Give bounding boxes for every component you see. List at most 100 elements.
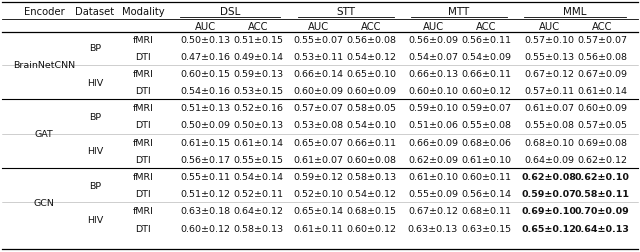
Text: MTT: MTT	[449, 7, 470, 16]
Text: AUC: AUC	[538, 21, 559, 32]
Text: 0.57±0.07: 0.57±0.07	[577, 35, 627, 44]
Text: 0.60±0.11: 0.60±0.11	[461, 172, 511, 181]
Text: 0.59±0.10: 0.59±0.10	[408, 104, 458, 113]
Text: 0.62±0.12: 0.62±0.12	[577, 155, 627, 164]
Text: 0.67±0.12: 0.67±0.12	[408, 207, 458, 216]
Text: 0.61±0.11: 0.61±0.11	[293, 224, 343, 233]
Text: AUC: AUC	[307, 21, 328, 32]
Text: 0.56±0.08: 0.56±0.08	[346, 35, 396, 44]
Text: 0.66±0.09: 0.66±0.09	[408, 138, 458, 147]
Text: 0.59±0.07: 0.59±0.07	[522, 190, 577, 199]
Text: 0.61±0.10: 0.61±0.10	[461, 155, 511, 164]
Text: 0.70±0.09: 0.70±0.09	[575, 207, 629, 216]
Text: 0.61±0.07: 0.61±0.07	[524, 104, 574, 113]
Text: 0.56±0.14: 0.56±0.14	[461, 190, 511, 199]
Text: 0.54±0.10: 0.54±0.10	[346, 121, 396, 130]
Text: Dataset: Dataset	[76, 7, 115, 16]
Text: Modality: Modality	[122, 7, 164, 16]
Text: HIV: HIV	[87, 78, 103, 87]
Text: 0.61±0.07: 0.61±0.07	[293, 155, 343, 164]
Text: 0.68±0.11: 0.68±0.11	[461, 207, 511, 216]
Text: 0.55±0.13: 0.55±0.13	[524, 52, 574, 61]
Text: 0.66±0.11: 0.66±0.11	[346, 138, 396, 147]
Text: 0.65±0.07: 0.65±0.07	[293, 138, 343, 147]
Text: 0.69±0.10: 0.69±0.10	[522, 207, 577, 216]
Text: 0.59±0.12: 0.59±0.12	[293, 172, 343, 181]
Text: 0.65±0.10: 0.65±0.10	[346, 70, 396, 79]
Text: 0.61±0.15: 0.61±0.15	[180, 138, 230, 147]
Text: 0.52±0.11: 0.52±0.11	[233, 190, 283, 199]
Text: ACC: ACC	[592, 21, 612, 32]
Text: MML: MML	[563, 7, 587, 16]
Text: 0.50±0.13: 0.50±0.13	[180, 35, 230, 44]
Text: 0.56±0.08: 0.56±0.08	[577, 52, 627, 61]
Text: 0.60±0.12: 0.60±0.12	[180, 224, 230, 233]
Text: 0.60±0.10: 0.60±0.10	[408, 87, 458, 96]
Text: 0.60±0.09: 0.60±0.09	[293, 87, 343, 96]
Text: AUC: AUC	[422, 21, 444, 32]
Text: 0.61±0.14: 0.61±0.14	[577, 87, 627, 96]
Text: GAT: GAT	[35, 130, 53, 139]
Text: 0.52±0.10: 0.52±0.10	[293, 190, 343, 199]
Text: ACC: ACC	[248, 21, 268, 32]
Text: 0.49±0.14: 0.49±0.14	[233, 52, 283, 61]
Text: 0.69±0.08: 0.69±0.08	[577, 138, 627, 147]
Text: 0.56±0.11: 0.56±0.11	[461, 35, 511, 44]
Text: BP: BP	[89, 181, 101, 190]
Text: 0.56±0.17: 0.56±0.17	[180, 155, 230, 164]
Text: 0.55±0.09: 0.55±0.09	[408, 190, 458, 199]
Text: 0.57±0.11: 0.57±0.11	[524, 87, 574, 96]
Text: 0.54±0.12: 0.54±0.12	[346, 190, 396, 199]
Text: 0.64±0.09: 0.64±0.09	[524, 155, 574, 164]
Text: 0.60±0.15: 0.60±0.15	[180, 70, 230, 79]
Text: 0.54±0.07: 0.54±0.07	[408, 52, 458, 61]
Text: 0.66±0.13: 0.66±0.13	[408, 70, 458, 79]
Text: 0.57±0.10: 0.57±0.10	[524, 35, 574, 44]
Text: 0.55±0.08: 0.55±0.08	[461, 121, 511, 130]
Text: 0.55±0.11: 0.55±0.11	[180, 172, 230, 181]
Text: 0.60±0.09: 0.60±0.09	[346, 87, 396, 96]
Text: 0.64±0.12: 0.64±0.12	[233, 207, 283, 216]
Text: 0.63±0.13: 0.63±0.13	[408, 224, 458, 233]
Text: 0.63±0.15: 0.63±0.15	[461, 224, 511, 233]
Text: 0.68±0.15: 0.68±0.15	[346, 207, 396, 216]
Text: 0.51±0.15: 0.51±0.15	[233, 35, 283, 44]
Text: 0.57±0.05: 0.57±0.05	[577, 121, 627, 130]
Text: fMRI: fMRI	[132, 207, 154, 216]
Text: 0.55±0.15: 0.55±0.15	[233, 155, 283, 164]
Text: 0.57±0.07: 0.57±0.07	[293, 104, 343, 113]
Text: 0.54±0.16: 0.54±0.16	[180, 87, 230, 96]
Text: 0.51±0.06: 0.51±0.06	[408, 121, 458, 130]
Text: 0.66±0.11: 0.66±0.11	[461, 70, 511, 79]
Text: 0.62±0.09: 0.62±0.09	[408, 155, 458, 164]
Text: DTI: DTI	[135, 224, 151, 233]
Text: 0.67±0.12: 0.67±0.12	[524, 70, 574, 79]
Text: 0.53±0.15: 0.53±0.15	[233, 87, 283, 96]
Text: 0.58±0.13: 0.58±0.13	[346, 172, 396, 181]
Text: 0.60±0.09: 0.60±0.09	[577, 104, 627, 113]
Text: 0.58±0.11: 0.58±0.11	[575, 190, 630, 199]
Text: 0.51±0.12: 0.51±0.12	[180, 190, 230, 199]
Text: ACC: ACC	[361, 21, 381, 32]
Text: 0.54±0.09: 0.54±0.09	[461, 52, 511, 61]
Text: 0.53±0.11: 0.53±0.11	[293, 52, 343, 61]
Text: 0.56±0.09: 0.56±0.09	[408, 35, 458, 44]
Text: 0.62±0.08: 0.62±0.08	[522, 172, 577, 181]
Text: HIV: HIV	[87, 147, 103, 156]
Text: DSL: DSL	[220, 7, 240, 16]
Text: fMRI: fMRI	[132, 35, 154, 44]
Text: 0.55±0.08: 0.55±0.08	[524, 121, 574, 130]
Text: AUC: AUC	[195, 21, 216, 32]
Text: 0.55±0.07: 0.55±0.07	[293, 35, 343, 44]
Text: DTI: DTI	[135, 121, 151, 130]
Text: 0.60±0.12: 0.60±0.12	[461, 87, 511, 96]
Text: 0.58±0.05: 0.58±0.05	[346, 104, 396, 113]
Text: 0.60±0.08: 0.60±0.08	[346, 155, 396, 164]
Text: 0.63±0.18: 0.63±0.18	[180, 207, 230, 216]
Text: 0.61±0.10: 0.61±0.10	[408, 172, 458, 181]
Text: ACC: ACC	[476, 21, 496, 32]
Text: DTI: DTI	[135, 190, 151, 199]
Text: STT: STT	[337, 7, 355, 16]
Text: 0.47±0.16: 0.47±0.16	[180, 52, 230, 61]
Text: BP: BP	[89, 44, 101, 53]
